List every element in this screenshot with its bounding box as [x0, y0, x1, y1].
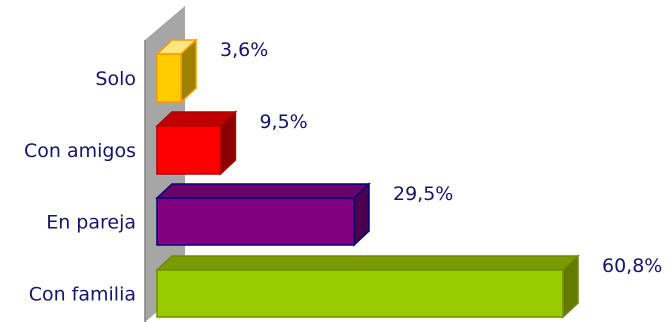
bar-front: [156, 197, 355, 246]
bar-front: [156, 269, 564, 318]
category-label: Solo: [95, 68, 136, 90]
category-label: En pareja: [46, 212, 136, 234]
value-label: 3,6%: [220, 39, 268, 61]
bar-front: [156, 125, 222, 175]
category-labels: Solo Con amigos En pareja Con familia: [24, 68, 136, 306]
bar-con-familia: [155, 254, 580, 319]
value-labels: 3,6% 9,5% 29,5% 60,8%: [220, 39, 662, 277]
bar-en-pareja: [155, 182, 371, 247]
value-label: 60,8%: [602, 255, 662, 277]
bar-front: [156, 53, 182, 103]
category-label: Con familia: [29, 284, 136, 306]
bar-con-amigos: [155, 110, 238, 176]
bar-top: [155, 183, 371, 199]
category-label: Con amigos: [24, 140, 136, 162]
bar-solo: [155, 38, 198, 104]
bars: [155, 38, 580, 319]
value-label: 9,5%: [259, 111, 307, 133]
value-label: 29,5%: [393, 183, 453, 205]
bar-top: [155, 255, 580, 271]
